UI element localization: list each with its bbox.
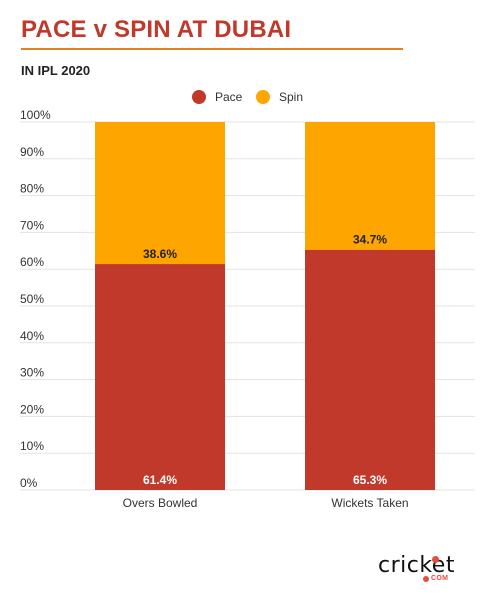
x-tick-label: Overs Bowled <box>123 496 198 510</box>
legend-label-spin: Spin <box>279 90 303 104</box>
bar-spin <box>95 122 225 265</box>
y-tick-label: 30% <box>20 366 44 380</box>
bar-pace <box>305 249 435 490</box>
x-tick-label: Wickets Taken <box>331 496 408 510</box>
bar-spin <box>305 122 435 250</box>
logo-wordmark: cricket <box>378 553 455 578</box>
legend: Pace Spin <box>192 90 303 104</box>
bar-pace <box>95 264 225 490</box>
y-tick-label: 90% <box>20 145 44 159</box>
y-tick-label: 40% <box>20 329 44 343</box>
logo-dot-icon <box>432 556 439 563</box>
y-tick-label: 0% <box>20 476 38 490</box>
data-label-pace: 61.4% <box>143 473 177 487</box>
y-tick-label: 10% <box>20 439 44 453</box>
legend-swatch-pace <box>192 90 206 104</box>
legend-label-pace: Pace <box>215 90 243 104</box>
chart-subtitle: IN IPL 2020 <box>21 63 91 78</box>
cricket-com-logo[interactable]: cricket COM <box>378 553 482 585</box>
data-label-spin: 34.7% <box>353 233 387 247</box>
data-label-spin: 38.6% <box>143 247 177 261</box>
y-tick-label: 50% <box>20 292 44 306</box>
logo-subtext: COM <box>423 575 448 582</box>
y-tick-label: 70% <box>20 218 44 232</box>
data-label-pace: 65.3% <box>353 473 387 487</box>
chart-title: PACE v SPIN AT DUBAI <box>21 16 292 43</box>
y-tick-label: 80% <box>20 182 44 196</box>
legend-swatch-spin <box>256 90 270 104</box>
title-underline <box>21 48 403 50</box>
y-tick-label: 100% <box>20 108 51 122</box>
logo-sub-dot-icon <box>423 575 429 582</box>
y-tick-label: 20% <box>20 402 44 416</box>
y-tick-label: 60% <box>20 255 44 269</box>
